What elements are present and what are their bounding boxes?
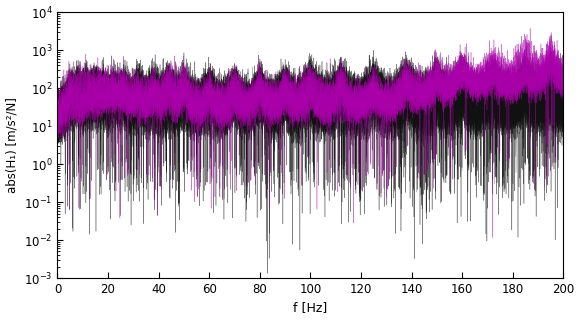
Y-axis label: abs(H₁) [m/s²/N]: abs(H₁) [m/s²/N] bbox=[6, 97, 19, 193]
X-axis label: f [Hz]: f [Hz] bbox=[293, 301, 328, 315]
